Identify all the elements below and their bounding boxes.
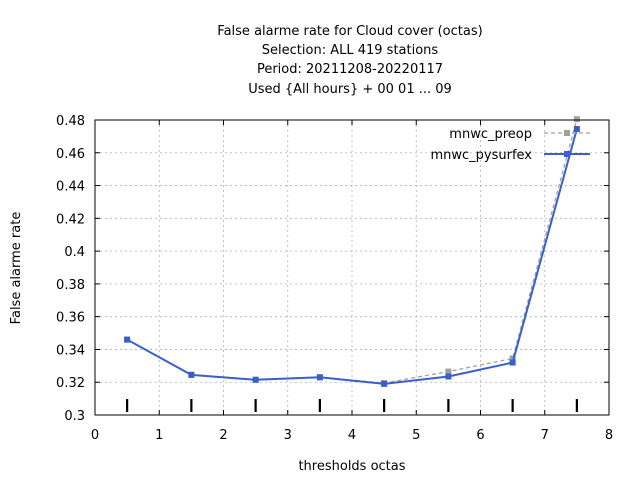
data-point-mnwc-preop <box>573 116 580 123</box>
data-point-mnwc-pysurfex <box>124 336 131 343</box>
title-line-4: Used {All hours} + 00 01 ... 09 <box>248 82 452 97</box>
chart-title: False alarme rate for Cloud cover (octas… <box>217 24 482 97</box>
x-tick-label: 3 <box>284 428 292 443</box>
x-tick-label: 0 <box>91 428 99 443</box>
series-line-mnwc-pysurfex <box>126 128 578 385</box>
legend: mnwc_preop mnwc_pysurfex <box>430 127 590 163</box>
y-tick-label: 0.34 <box>56 343 85 358</box>
series-layer <box>124 116 580 387</box>
x-tick-label: 4 <box>348 428 356 443</box>
data-point-mnwc-pysurfex <box>188 371 195 378</box>
y-tick-label: 0.42 <box>56 212 85 227</box>
x-tick-label: 5 <box>412 428 420 443</box>
x-tick-label: 2 <box>219 428 227 443</box>
x-tick-label: 8 <box>605 428 613 443</box>
title-line-1: False alarme rate for Cloud cover (octas… <box>217 24 482 39</box>
grid <box>95 120 609 415</box>
y-tick-label: 0.36 <box>56 311 85 326</box>
title-line-2: Selection: ALL 419 stations <box>262 43 439 58</box>
x-tick-label: 7 <box>541 428 549 443</box>
y-axis-label: False alarme rate <box>9 212 24 325</box>
y-tick-label: 0.32 <box>56 376 85 391</box>
x-tick-label: 1 <box>155 428 163 443</box>
x-tick-label: 6 <box>476 428 484 443</box>
y-axis-ticks: 0.3 0.32 0.34 0.36 0.38 0.4 0.42 0.44 0.46 0.48 <box>56 114 609 424</box>
legend-swatch-mnwc-preop <box>544 130 590 136</box>
y-tick-label: 0.3 <box>64 409 85 424</box>
data-point-mnwc-pysurfex <box>252 376 259 383</box>
data-point-mnwc-pysurfex <box>509 359 516 366</box>
data-point-mnwc-pysurfex <box>381 380 388 387</box>
legend-label-mnwc-pysurfex: mnwc_pysurfex <box>430 148 532 163</box>
plot-frame <box>94 119 610 416</box>
legend-swatch-mnwc-pysurfex <box>544 151 590 157</box>
y-tick-label: 0.4 <box>64 245 85 260</box>
x-axis-label: thresholds octas <box>298 459 405 474</box>
data-point-mnwc-preop <box>509 355 516 362</box>
y-tick-label: 0.44 <box>56 180 85 195</box>
title-line-3: Period: 20211208-20220117 <box>257 62 443 77</box>
data-point-mnwc-pysurfex <box>445 373 452 380</box>
legend-label-mnwc-preop: mnwc_preop <box>449 127 532 142</box>
data-point-mnwc-pysurfex <box>316 374 323 381</box>
y-tick-label: 0.48 <box>56 114 85 129</box>
y-tick-label: 0.38 <box>56 278 85 293</box>
data-point-mnwc-pysurfex <box>573 126 580 133</box>
y-tick-label: 0.46 <box>56 147 85 162</box>
data-point-mnwc-preop <box>445 368 452 375</box>
threshold-markers <box>126 399 578 412</box>
series-mnwc-pysurfex <box>124 126 580 387</box>
